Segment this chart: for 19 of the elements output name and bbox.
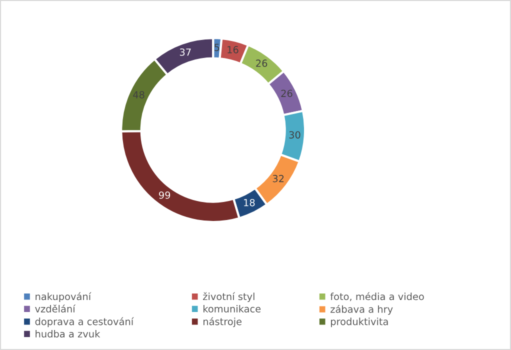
- legend-label: foto, média a video: [330, 292, 424, 302]
- legend-label: vzdělání: [35, 304, 76, 312]
- legend-label: zábava a hry: [330, 304, 393, 315]
- legend-label: životní styl: [203, 292, 254, 302]
- legend-label: nástroje: [204, 317, 242, 328]
- data-label: 16: [228, 46, 238, 54]
- data-label: 30: [289, 131, 300, 139]
- data-label: 26: [281, 90, 292, 98]
- legend-label: hudba a zvuk: [36, 330, 100, 338]
- legend-label: nakupování: [36, 292, 92, 302]
- legend-label: doprava a cestování: [35, 317, 134, 328]
- data-label: 37: [180, 48, 191, 56]
- legend-label: komunikace: [204, 304, 261, 312]
- data-label: 5: [214, 44, 220, 52]
- data-label: 18: [244, 198, 255, 206]
- data-label: 26: [256, 60, 268, 67]
- data-label: 99: [159, 191, 170, 199]
- data-label: 32: [272, 174, 284, 182]
- legend-label: produktivita: [331, 318, 388, 328]
